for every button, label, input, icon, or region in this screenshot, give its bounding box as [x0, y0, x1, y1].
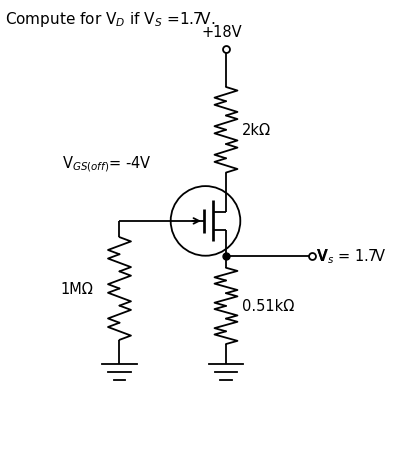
Text: Compute for V$_D$ if V$_S$ =1.7V.: Compute for V$_D$ if V$_S$ =1.7V.: [5, 9, 215, 28]
Text: V: V: [317, 249, 327, 264]
Text: V$_s$ = 1.7V: V$_s$ = 1.7V: [317, 247, 386, 266]
Text: 0.51kΩ: 0.51kΩ: [242, 299, 294, 314]
Text: 2kΩ: 2kΩ: [242, 123, 270, 138]
Text: +18V: +18V: [201, 24, 242, 40]
Text: 1MΩ: 1MΩ: [60, 281, 93, 296]
Text: V: V: [317, 249, 327, 264]
Text: V$_{GS(off)}$= -4V: V$_{GS(off)}$= -4V: [62, 154, 152, 174]
